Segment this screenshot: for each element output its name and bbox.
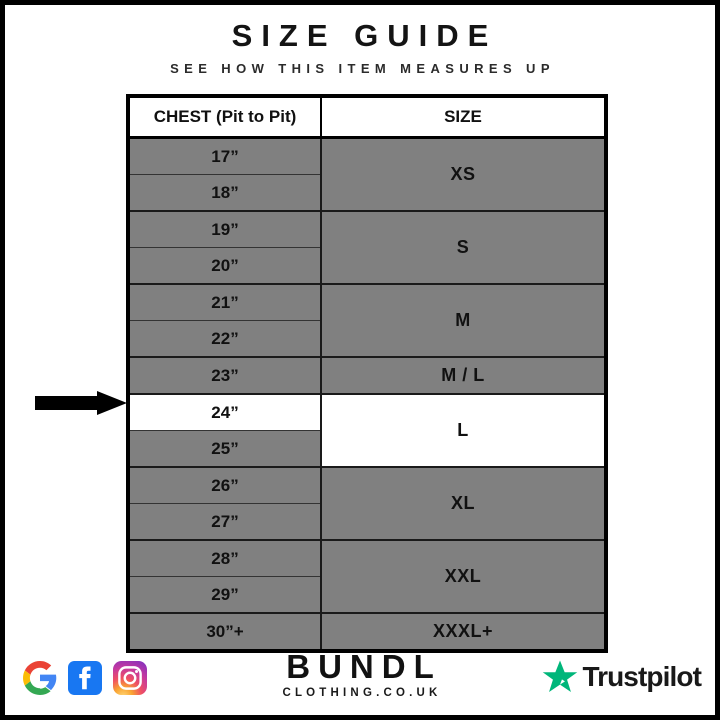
brand-logo: BUNDL CLOTHING.CO.UK xyxy=(5,648,715,700)
size-value-cell: XXL xyxy=(321,540,604,614)
arrow-right-icon xyxy=(35,391,127,415)
chest-value-cell-highlighted: 24” xyxy=(130,394,322,431)
size-table-container: CHEST (Pit to Pit) SIZE 17” XS 18” 19” S xyxy=(126,94,608,653)
table-row[interactable]: 27” xyxy=(130,503,604,541)
table-row[interactable]: 19” S xyxy=(130,211,604,285)
table-row[interactable]: 29” xyxy=(130,576,604,614)
social-links xyxy=(23,661,147,695)
table-row[interactable]: 30”+ XXXL+ xyxy=(130,613,604,649)
chest-value-cell: 20” xyxy=(130,247,322,285)
google-icon[interactable] xyxy=(23,661,57,695)
size-value-cell: S xyxy=(321,211,604,285)
chest-value-cell: 17” xyxy=(130,137,322,175)
instagram-icon[interactable] xyxy=(113,661,147,695)
size-value-cell: XL xyxy=(321,467,604,541)
chest-value-cell: 23” xyxy=(130,357,322,395)
chest-value-cell: 27” xyxy=(130,503,322,541)
page-footer: BUNDL CLOTHING.CO.UK Trustpilot xyxy=(5,641,715,715)
table-header-row: CHEST (Pit to Pit) SIZE xyxy=(130,98,604,139)
facebook-icon[interactable] xyxy=(68,661,102,695)
size-indicator-arrow xyxy=(35,391,127,415)
trustpilot-wordmark: Trustpilot xyxy=(582,661,701,692)
trustpilot-star-icon xyxy=(543,660,578,692)
brand-domain: CLOTHING.CO.UK xyxy=(282,687,442,699)
chest-value-cell: 26” xyxy=(130,467,322,504)
table-row[interactable]: 18” xyxy=(130,174,604,212)
chest-value-cell: 22” xyxy=(130,320,322,358)
table-row[interactable]: 28” XXL xyxy=(130,540,604,614)
table-body: 17” XS 18” 19” S 20” 21” M xyxy=(130,137,604,649)
table-row-highlighted[interactable]: 24” L xyxy=(130,394,604,468)
size-value-cell-highlighted: L xyxy=(321,394,604,468)
table-row[interactable]: 25” xyxy=(130,430,604,468)
size-value-cell: XS xyxy=(321,137,604,212)
table-row[interactable]: 20” xyxy=(130,247,604,285)
brand-name: BUNDL xyxy=(286,648,442,685)
chest-value-cell: 28” xyxy=(130,540,322,577)
table-row[interactable]: 26” XL xyxy=(130,467,604,541)
page-title: SIZE GUIDE xyxy=(231,18,498,53)
table-row[interactable]: 17” XS xyxy=(130,137,604,212)
size-value-cell: M / L xyxy=(321,357,604,395)
chest-value-cell: 21” xyxy=(130,284,322,321)
column-header-chest: CHEST (Pit to Pit) xyxy=(130,98,322,139)
size-value-cell: M xyxy=(321,284,604,358)
chest-value-cell: 30”+ xyxy=(130,613,322,649)
table-row[interactable]: 23” M / L xyxy=(130,357,604,395)
page-header: SIZE GUIDE SEE HOW THIS ITEM MEASURES UP xyxy=(5,17,715,76)
size-table: CHEST (Pit to Pit) SIZE 17” XS 18” 19” S xyxy=(130,98,604,649)
trustpilot-logo[interactable]: Trustpilot xyxy=(542,659,702,695)
chest-value-cell: 29” xyxy=(130,576,322,614)
chest-value-cell: 25” xyxy=(130,430,322,468)
column-header-size: SIZE xyxy=(321,98,604,139)
chest-value-cell: 19” xyxy=(130,211,322,248)
size-value-cell: XXXL+ xyxy=(321,613,604,649)
chest-value-cell: 18” xyxy=(130,174,322,212)
table-row[interactable]: 22” xyxy=(130,320,604,358)
table-row[interactable]: 21” M xyxy=(130,284,604,358)
page-subtitle: SEE HOW THIS ITEM MEASURES UP xyxy=(170,61,555,76)
